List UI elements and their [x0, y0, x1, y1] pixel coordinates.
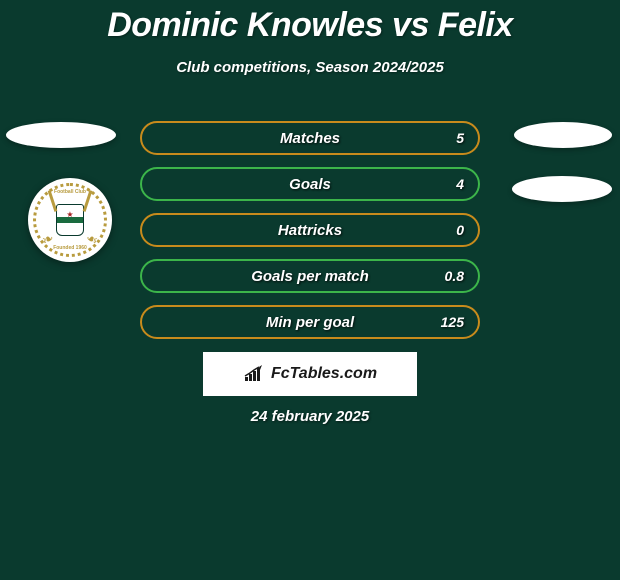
stat-label: Matches: [280, 130, 340, 147]
stat-label: Min per goal: [266, 314, 354, 331]
stat-value: 125: [441, 314, 464, 330]
placeholder-oval-right-1: [514, 122, 612, 148]
stat-label: Goals: [289, 176, 331, 193]
stat-label: Goals per match: [251, 268, 369, 285]
placeholder-oval-left: [6, 122, 116, 148]
stat-row-min-per-goal: Min per goal 125: [140, 305, 480, 339]
page-title: Dominic Knowles vs Felix: [0, 0, 620, 45]
stat-value: 4: [456, 176, 464, 192]
crest-shield-icon: [56, 204, 84, 236]
page-subtitle: Club competitions, Season 2024/2025: [0, 59, 620, 76]
stat-label: Hattricks: [278, 222, 342, 239]
crest-top-text: Football Club: [54, 189, 86, 195]
stat-value: 0: [456, 222, 464, 238]
placeholder-oval-right-2: [512, 176, 612, 202]
stat-row-matches: Matches 5: [140, 121, 480, 155]
stat-row-goals: Goals 4: [140, 167, 480, 201]
crest-star-icon: ★: [66, 210, 73, 219]
stat-value: 0.8: [445, 268, 464, 284]
brand-text: FcTables.com: [271, 365, 377, 383]
footer-date: 24 february 2025: [0, 408, 620, 425]
crest-bottom-text: Founded 1960: [53, 245, 87, 251]
stat-row-hattricks: Hattricks 0: [140, 213, 480, 247]
stat-row-goals-per-match: Goals per match 0.8: [140, 259, 480, 293]
stats-container: Matches 5 Goals 4 Hattricks 0 Goals per …: [140, 121, 480, 351]
brand-badge: FcTables.com: [203, 352, 417, 396]
club-crest: Football Club ★ ❧ ❧ Founded 1960: [28, 178, 112, 262]
stat-value: 5: [456, 130, 464, 146]
bar-chart-icon: [243, 365, 265, 383]
